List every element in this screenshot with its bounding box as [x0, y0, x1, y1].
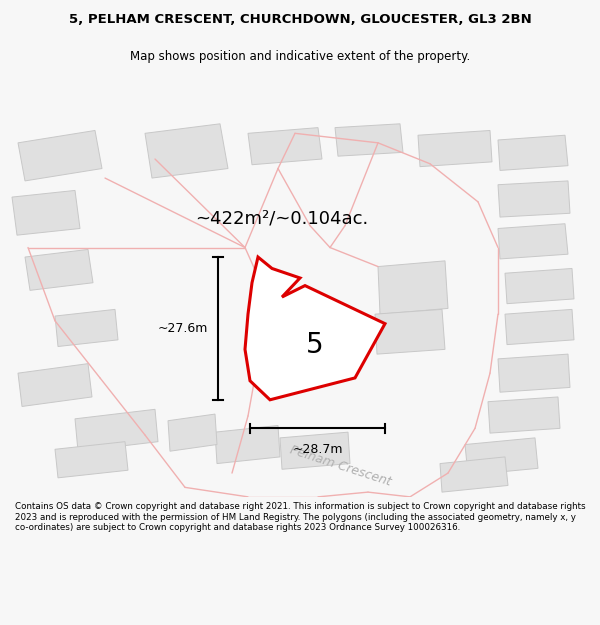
- Polygon shape: [55, 442, 128, 478]
- Text: Pelham Crescent: Pelham Crescent: [254, 280, 286, 368]
- Text: ~28.7m: ~28.7m: [292, 442, 343, 456]
- Polygon shape: [168, 414, 217, 451]
- Text: ~422m²/~0.104ac.: ~422m²/~0.104ac.: [195, 210, 368, 228]
- Polygon shape: [12, 191, 80, 235]
- Polygon shape: [505, 309, 574, 344]
- Polygon shape: [505, 269, 574, 304]
- Polygon shape: [440, 457, 508, 492]
- Polygon shape: [145, 124, 228, 178]
- Polygon shape: [280, 432, 350, 469]
- Polygon shape: [488, 397, 560, 433]
- Polygon shape: [215, 426, 280, 464]
- Polygon shape: [245, 257, 385, 400]
- Text: Pelham Crescent: Pelham Crescent: [287, 444, 392, 489]
- Polygon shape: [498, 224, 568, 259]
- Polygon shape: [25, 249, 93, 291]
- Polygon shape: [498, 135, 568, 171]
- Polygon shape: [18, 364, 92, 406]
- Text: 5, PELHAM CRESCENT, CHURCHDOWN, GLOUCESTER, GL3 2BN: 5, PELHAM CRESCENT, CHURCHDOWN, GLOUCEST…: [68, 13, 532, 26]
- Polygon shape: [498, 354, 570, 392]
- Polygon shape: [498, 181, 570, 217]
- Text: Map shows position and indicative extent of the property.: Map shows position and indicative extent…: [130, 50, 470, 62]
- Polygon shape: [375, 309, 445, 354]
- Polygon shape: [418, 131, 492, 167]
- Text: ~27.6m: ~27.6m: [158, 322, 208, 335]
- Polygon shape: [378, 261, 448, 314]
- Text: 5: 5: [306, 331, 324, 359]
- Polygon shape: [465, 438, 538, 475]
- Polygon shape: [18, 131, 102, 181]
- Polygon shape: [248, 127, 322, 165]
- Polygon shape: [55, 309, 118, 346]
- Polygon shape: [75, 409, 158, 451]
- Text: Contains OS data © Crown copyright and database right 2021. This information is : Contains OS data © Crown copyright and d…: [15, 503, 586, 532]
- Polygon shape: [335, 124, 403, 156]
